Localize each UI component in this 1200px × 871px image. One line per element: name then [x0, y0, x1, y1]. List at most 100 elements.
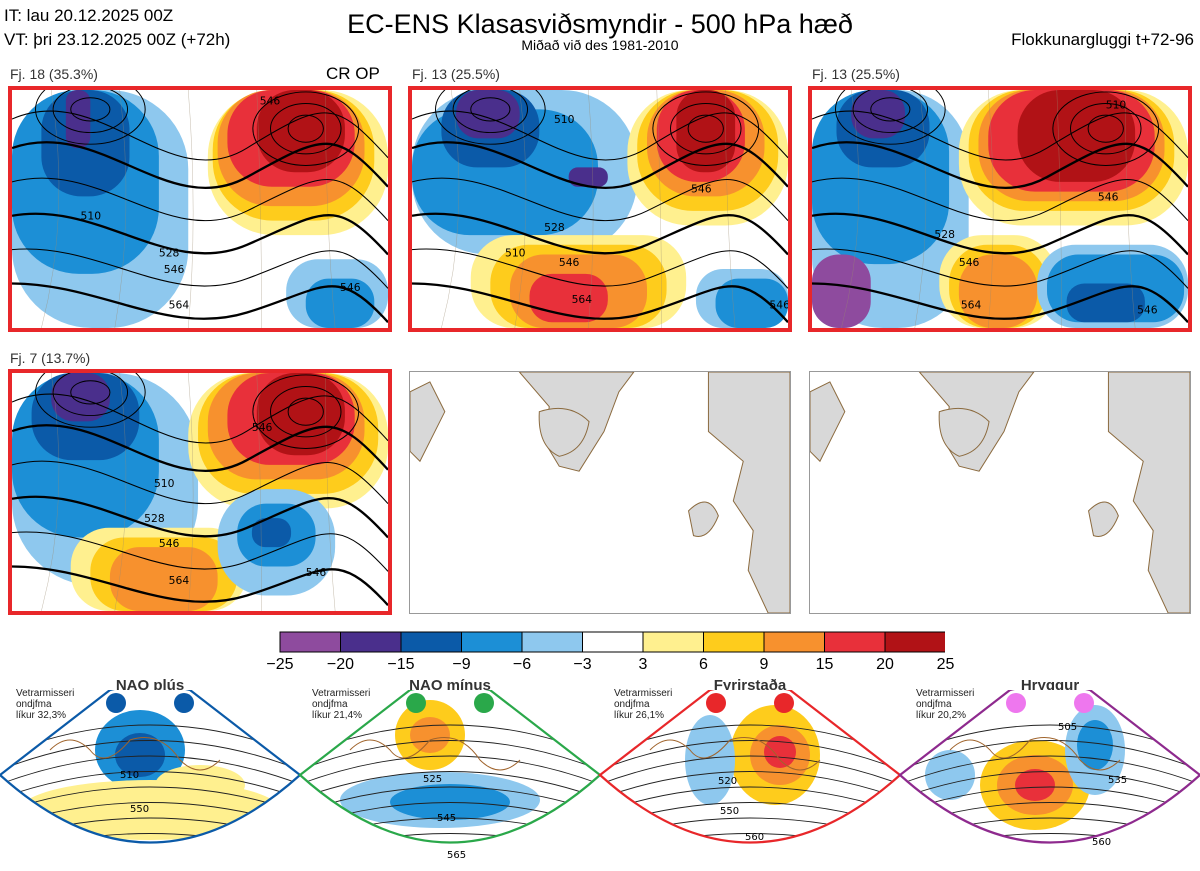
- regime-anomaly: [1015, 769, 1055, 801]
- height-contour: [12, 565, 388, 606]
- graticule-line: [41, 373, 60, 611]
- regime-anomaly: [410, 717, 450, 753]
- anomaly-field: [51, 373, 110, 422]
- contour-label: 564: [572, 293, 593, 306]
- regime-anomaly: [685, 715, 735, 805]
- anomaly-field: [256, 373, 345, 456]
- anomaly-field: [251, 518, 292, 548]
- high-contour: [252, 91, 360, 166]
- high-contour: [287, 114, 324, 143]
- low-contour: [870, 97, 911, 122]
- iceland-land: [938, 407, 990, 457]
- graticule-line: [441, 90, 460, 328]
- contour-label: 528: [934, 228, 955, 241]
- contour-label: 546: [260, 95, 281, 108]
- cluster-map-svg-1: 510 528 546 564 546 546: [12, 90, 388, 328]
- colorbar-bin-4: [521, 631, 583, 653]
- empty-map-svg-6: [810, 372, 1190, 613]
- regime-note-3-line1: Vetrarmisseri: [614, 688, 673, 699]
- low-contour: [52, 373, 129, 417]
- regime-marker-dot: [474, 693, 494, 713]
- contour-label: 510: [505, 246, 526, 259]
- anomaly-field: [1017, 90, 1136, 182]
- cluster-map-4: 510 528 546 564 546 546: [8, 369, 392, 615]
- height-contour: [12, 393, 388, 444]
- regime-contour: [0, 849, 310, 870]
- anomaly-field: [256, 90, 345, 173]
- regime-contour: [0, 771, 300, 803]
- regime-contour-label: 565: [447, 850, 466, 861]
- colorbar-bin-2: [400, 631, 462, 653]
- regime-contour: [0, 755, 300, 789]
- height-contour: [12, 460, 388, 505]
- low-contour: [35, 90, 146, 145]
- contour-label: 546: [1098, 190, 1119, 203]
- height-contour: [12, 495, 388, 539]
- regime-marker-dot: [706, 693, 726, 713]
- cluster-map-svg-2: 510 528 546 564 546 546 510: [412, 90, 788, 328]
- regime-note-4: Vetrarmisseri ondjfma líkur 20,2%: [916, 688, 974, 721]
- high-contour: [1052, 91, 1160, 166]
- height-contour: [412, 110, 788, 161]
- colorbar-tick-label: −3: [573, 656, 592, 673]
- issue-time: IT: lau 20.12.2025 00Z: [4, 6, 174, 25]
- regime-contour: [590, 849, 910, 870]
- contour-label: 546: [559, 256, 580, 269]
- colorbar-tick-label: 20: [876, 656, 894, 673]
- high-contour: [652, 91, 760, 166]
- regime-contour: [300, 833, 600, 843]
- canada-land: [810, 381, 846, 463]
- low-contour: [70, 380, 111, 405]
- regime-contour: [600, 740, 900, 775]
- high-contour: [270, 103, 342, 155]
- graticule-line: [256, 373, 262, 611]
- regime-contour: [600, 755, 900, 789]
- graticule-line: [41, 90, 60, 328]
- graticule-line: [588, 90, 594, 328]
- height-contour: [412, 141, 788, 190]
- weather-regime-maps: 510 550 525 545 565 520 550 560 505 535 560: [0, 690, 1200, 870]
- height-contour: [12, 212, 388, 256]
- regime-note-2-line3: líkur 21,4%: [312, 710, 363, 721]
- colorbar-tick-label: −15: [387, 656, 415, 673]
- regime-contour: [900, 740, 1200, 775]
- graticule-line: [1056, 90, 1062, 328]
- regime-note-3: Vetrarmisseri ondjfma líkur 26,1%: [614, 688, 672, 721]
- empty-map-svg-5: [410, 372, 790, 613]
- graticule-line: [656, 90, 662, 328]
- colorbar-bin-8: [763, 631, 825, 653]
- regime-anomaly: [155, 765, 245, 805]
- regime-note-2-line2: ondjfma: [312, 699, 348, 710]
- regime-anomaly: [390, 784, 510, 820]
- contour-label: 510: [81, 210, 102, 223]
- regime-fan-border: [0, 690, 302, 844]
- panel-1-label: Fj. 18 (35.3%): [10, 66, 98, 82]
- high-contour: [687, 114, 724, 143]
- contour-label: 546: [252, 421, 273, 434]
- high-contour: [287, 397, 324, 426]
- anomaly-field: [568, 167, 608, 187]
- low-contour: [52, 90, 129, 134]
- regime-marker-dot: [1006, 693, 1026, 713]
- regime-contour-label: 545: [437, 813, 456, 824]
- regime-note-1-line1: Vetrarmisseri: [16, 688, 75, 699]
- regime-note-1-line3: líkur 32,3%: [16, 710, 67, 721]
- regime-note-4-line3: líkur 20,2%: [916, 710, 967, 721]
- regime-contour-label: 510: [120, 770, 139, 781]
- height-contour: [812, 177, 1188, 222]
- regime-contour: [0, 740, 300, 775]
- empty-map-6: [809, 371, 1191, 614]
- height-contour: [812, 110, 1188, 161]
- height-contour: [812, 282, 1188, 323]
- regime-contour-label: 550: [130, 804, 149, 815]
- coastline: [49, 737, 221, 771]
- height-contour: [412, 248, 788, 289]
- colorbar-bin-9: [824, 631, 886, 653]
- regime-fan-border: [598, 690, 902, 844]
- regime-marker-dot: [406, 693, 426, 713]
- regime-anomaly: [764, 736, 796, 768]
- regime-contour: [600, 833, 900, 843]
- regime-map-3: 520 550 560: [590, 690, 910, 870]
- colorbar-tick-label: −25: [266, 656, 294, 673]
- height-contour: [12, 177, 388, 222]
